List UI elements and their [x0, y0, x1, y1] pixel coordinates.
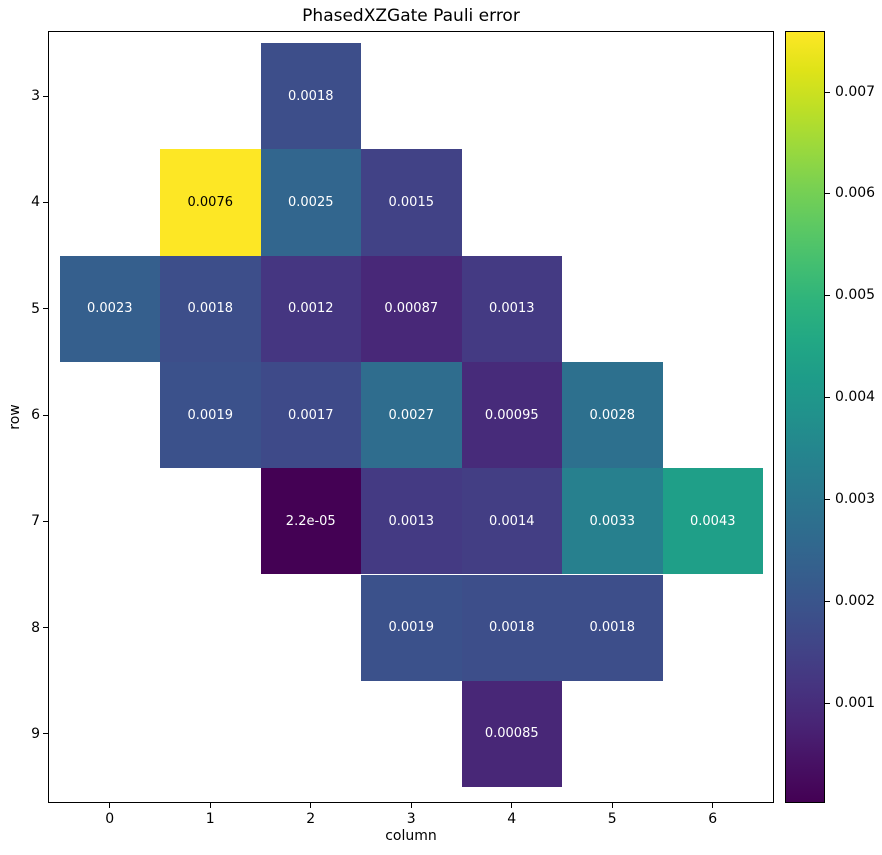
heatmap-cell-r9c4: 0.00085	[461, 680, 562, 788]
x-tick-label: 0	[105, 811, 115, 827]
x-tickmark	[712, 803, 714, 808]
heatmap-cell-r7c4: 0.0014	[461, 468, 562, 575]
heatmap-cell-r6c3: 0.0027	[361, 361, 462, 469]
y-tickmark	[43, 95, 48, 97]
x-tickmark	[410, 803, 412, 808]
x-tickmark	[310, 803, 312, 808]
cell-value-label: 0.0013	[489, 301, 535, 317]
heatmap-cell-r8c4: 0.0018	[461, 574, 562, 681]
colorbar-tickmark	[825, 702, 830, 704]
y-tick-label: 5	[31, 300, 40, 317]
colorbar-tick-label: 0.007	[835, 83, 876, 100]
y-tickmark	[43, 733, 48, 735]
y-tick-label: 7	[31, 513, 40, 530]
colorbar-tick-label: 0.001	[835, 694, 876, 711]
y-tick-label: 3	[31, 88, 40, 105]
cell-value-label: 0.0015	[388, 194, 435, 210]
y-axis-label: row	[7, 404, 23, 430]
heatmap-cell-r6c2: 0.0017	[260, 361, 361, 469]
colorbar-tickmark	[825, 91, 830, 93]
heatmap-cell-r4c1: 0.0076	[160, 149, 261, 256]
chart-title: PhasedXZGate Pauli error	[302, 6, 520, 26]
x-tickmark	[209, 803, 211, 808]
colorbar	[785, 31, 825, 803]
cell-value-label: 0.0018	[489, 620, 535, 636]
heatmap-cell-r6c4: 0.00095	[461, 361, 562, 469]
heatmap-cell-r5c2: 0.0012	[260, 255, 361, 362]
heatmap-cell-r5c1: 0.0018	[160, 255, 261, 362]
colorbar-tickmark	[825, 397, 830, 399]
x-tickmark	[109, 803, 111, 808]
heatmap-cell-r7c5: 0.0033	[562, 468, 663, 575]
x-tick-label: 1	[205, 811, 215, 827]
y-tickmark	[43, 414, 48, 416]
x-tick-label: 2	[306, 811, 316, 827]
cell-value-label: 0.0023	[87, 301, 133, 317]
colorbar-tickmark	[825, 499, 830, 501]
cell-value-label: 0.0012	[288, 301, 334, 317]
cell-value-label: 2.2e-05	[285, 513, 336, 529]
x-tick-label: 5	[607, 811, 617, 827]
x-tick-label: 6	[708, 811, 718, 827]
colorbar-tickmark	[825, 600, 830, 602]
cell-value-label: 0.0033	[589, 513, 636, 529]
colorbar-tick-label: 0.006	[835, 185, 876, 202]
colorbar-tick-label: 0.005	[835, 287, 876, 304]
cell-value-label: 0.0028	[589, 407, 636, 423]
y-tickmark	[43, 520, 48, 522]
y-tick-label: 4	[31, 194, 40, 211]
x-tickmark	[611, 803, 613, 808]
y-tickmark	[43, 308, 48, 310]
cell-value-label: 0.00087	[384, 301, 439, 317]
heatmap-cell-r5c3: 0.00087	[361, 255, 462, 362]
x-tick-label: 4	[507, 811, 517, 827]
colorbar-tick-label: 0.002	[835, 592, 876, 609]
heatmap-cell-r5c0: 0.0023	[59, 255, 160, 362]
colorbar-tick-label: 0.003	[835, 491, 876, 508]
x-tick-label: 3	[406, 811, 416, 827]
heatmap-cell-r7c2: 2.2e-05	[260, 468, 361, 575]
colorbar-tickmark	[825, 193, 830, 195]
heatmap-cell-r3c2: 0.0018	[260, 43, 361, 150]
cell-value-label: 0.0018	[187, 301, 234, 317]
heatmap-cell-r5c4: 0.0013	[461, 255, 562, 362]
colorbar-tick-label: 0.004	[835, 389, 876, 406]
heatmap-cell-r7c3: 0.0013	[361, 468, 462, 575]
cell-value-label: 0.0019	[388, 620, 435, 636]
cell-value-label: 0.0014	[489, 513, 535, 529]
cell-value-label: 0.0018	[589, 620, 636, 636]
cell-value-label: 0.0076	[187, 194, 234, 210]
colorbar-tickmark	[825, 295, 830, 297]
y-tickmark	[43, 627, 48, 629]
cell-value-label: 0.0043	[690, 513, 736, 529]
heatmap-plot-area: 0.0018 0.0076 0.0025 0.0015 0.0023 0.0018 0.00…	[48, 31, 774, 803]
heatmap-cell-r6c1: 0.0019	[160, 361, 261, 469]
heatmap-cell-r8c5: 0.0018	[562, 574, 663, 681]
x-axis-label: column	[385, 828, 437, 844]
y-tick-label: 9	[31, 725, 40, 742]
cell-value-label: 0.0025	[288, 194, 334, 210]
y-tick-label: 6	[31, 407, 40, 424]
x-tickmark	[511, 803, 513, 808]
heatmap-cell-r6c5: 0.0028	[562, 361, 663, 469]
cell-value-label: 0.0019	[187, 407, 234, 423]
heatmap-cell-r7c6: 0.0043	[662, 468, 763, 575]
heatmap-cell-r8c3: 0.0019	[361, 574, 462, 681]
cell-value-label: 0.0018	[288, 88, 334, 104]
cell-value-label: 0.00095	[484, 407, 539, 423]
cell-value-label: 0.0017	[288, 407, 334, 423]
cell-value-label: 0.0013	[388, 513, 435, 529]
heatmap-cell-r4c2: 0.0025	[260, 149, 361, 256]
y-tick-label: 8	[31, 619, 40, 636]
heatmap-cell-r4c3: 0.0015	[361, 149, 462, 256]
cell-value-label: 0.00085	[484, 726, 539, 742]
cell-value-label: 0.0027	[388, 407, 435, 423]
y-tickmark	[43, 201, 48, 203]
